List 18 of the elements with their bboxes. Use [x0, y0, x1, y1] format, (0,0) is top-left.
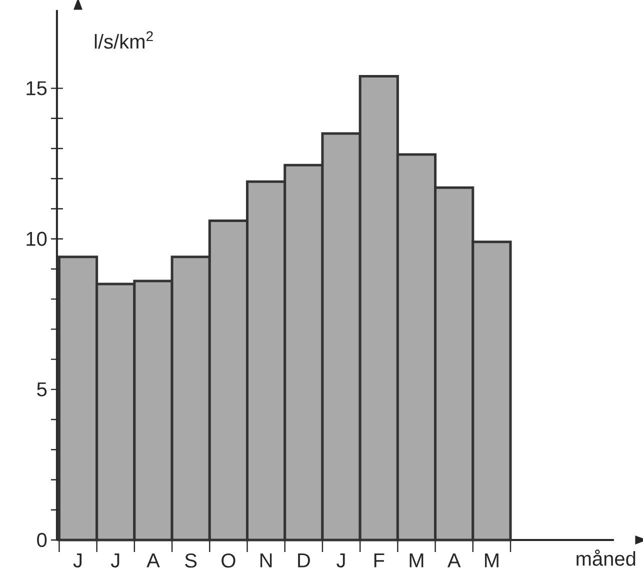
x-tick-label: J: [110, 554, 120, 568]
x-tick-label: F: [374, 554, 384, 568]
y-tick-label: 10: [26, 232, 47, 246]
y-tick-label: 15: [26, 81, 47, 96]
y-tick-label: 5: [37, 382, 47, 396]
x-tick-label: A: [447, 554, 461, 568]
x-tick-label: S: [185, 554, 197, 568]
x-tick-label: J: [73, 554, 82, 568]
y-tick-label: 0: [37, 532, 47, 548]
y-axis-title: l/s/km$^{2}$: [94, 31, 153, 49]
x-tick-label: M: [485, 554, 498, 568]
x-tick-label: O: [222, 554, 236, 568]
x-tick-label: N: [260, 554, 272, 568]
x-tick-label: D: [298, 554, 310, 568]
x-axis-title: måned: [576, 550, 636, 566]
x-tick-label: M: [410, 554, 424, 568]
x-tick-label: A: [146, 554, 160, 568]
x-tick-label: J: [336, 554, 345, 568]
